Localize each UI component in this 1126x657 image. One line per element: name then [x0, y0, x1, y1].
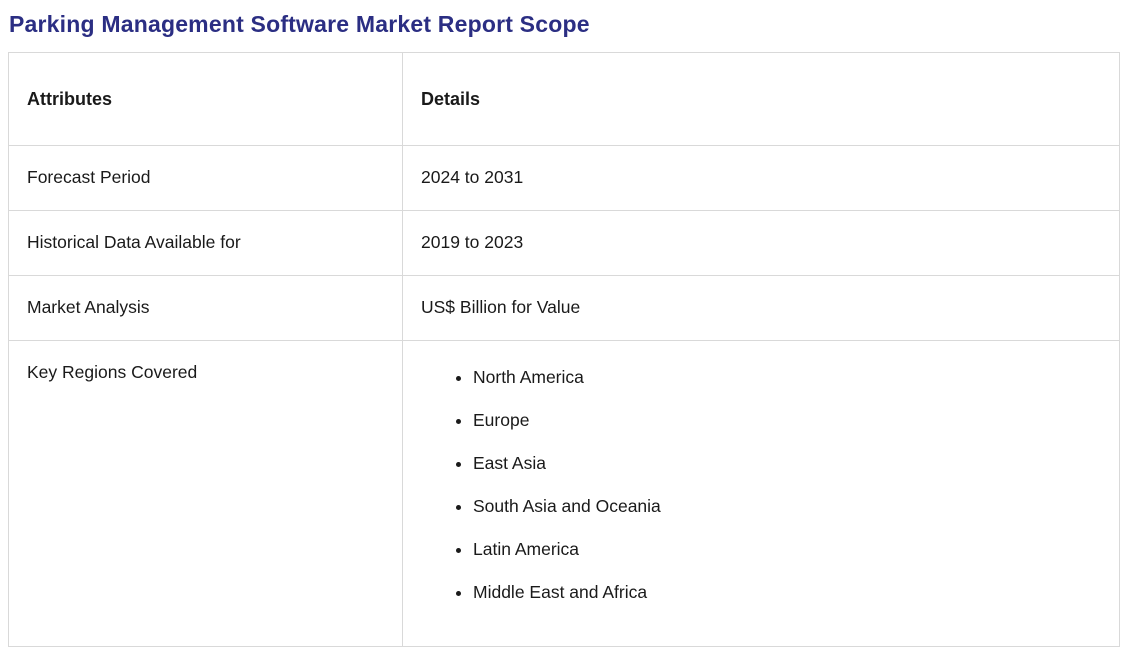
- table-header-row: Attributes Details: [8, 51, 1120, 147]
- column-header-details: Details: [402, 51, 1120, 147]
- table-row: Forecast Period 2024 to 2031: [8, 145, 1120, 212]
- attribute-cell: Historical Data Available for: [8, 210, 403, 276]
- region-list-item: Latin America: [473, 539, 1101, 560]
- attribute-cell: Market Analysis: [8, 275, 403, 341]
- table-row: Market Analysis US$ Billion for Value: [8, 275, 1120, 341]
- region-list-item: East Asia: [473, 453, 1101, 474]
- region-list-item: North America: [473, 367, 1101, 388]
- detail-cell: 2024 to 2031: [402, 145, 1120, 212]
- attribute-cell: Forecast Period: [8, 145, 403, 212]
- table-row: Historical Data Available for 2019 to 20…: [8, 210, 1120, 276]
- report-scope-table: Attributes Details Forecast Period 2024 …: [8, 51, 1120, 647]
- detail-cell: 2019 to 2023: [402, 210, 1120, 276]
- region-list-item: Europe: [473, 410, 1101, 431]
- column-header-attributes: Attributes: [8, 51, 403, 147]
- page-title: Parking Management Software Market Repor…: [9, 11, 590, 37]
- region-list: North America Europe East Asia South Asi…: [421, 355, 1101, 603]
- region-list-item: Middle East and Africa: [473, 582, 1101, 603]
- detail-cell: US$ Billion for Value: [402, 275, 1120, 341]
- region-list-item: South Asia and Oceania: [473, 496, 1101, 517]
- attribute-cell: Key Regions Covered: [8, 339, 403, 647]
- table-row: Key Regions Covered North America Europe…: [8, 339, 1120, 647]
- detail-cell: North America Europe East Asia South Asi…: [402, 339, 1120, 647]
